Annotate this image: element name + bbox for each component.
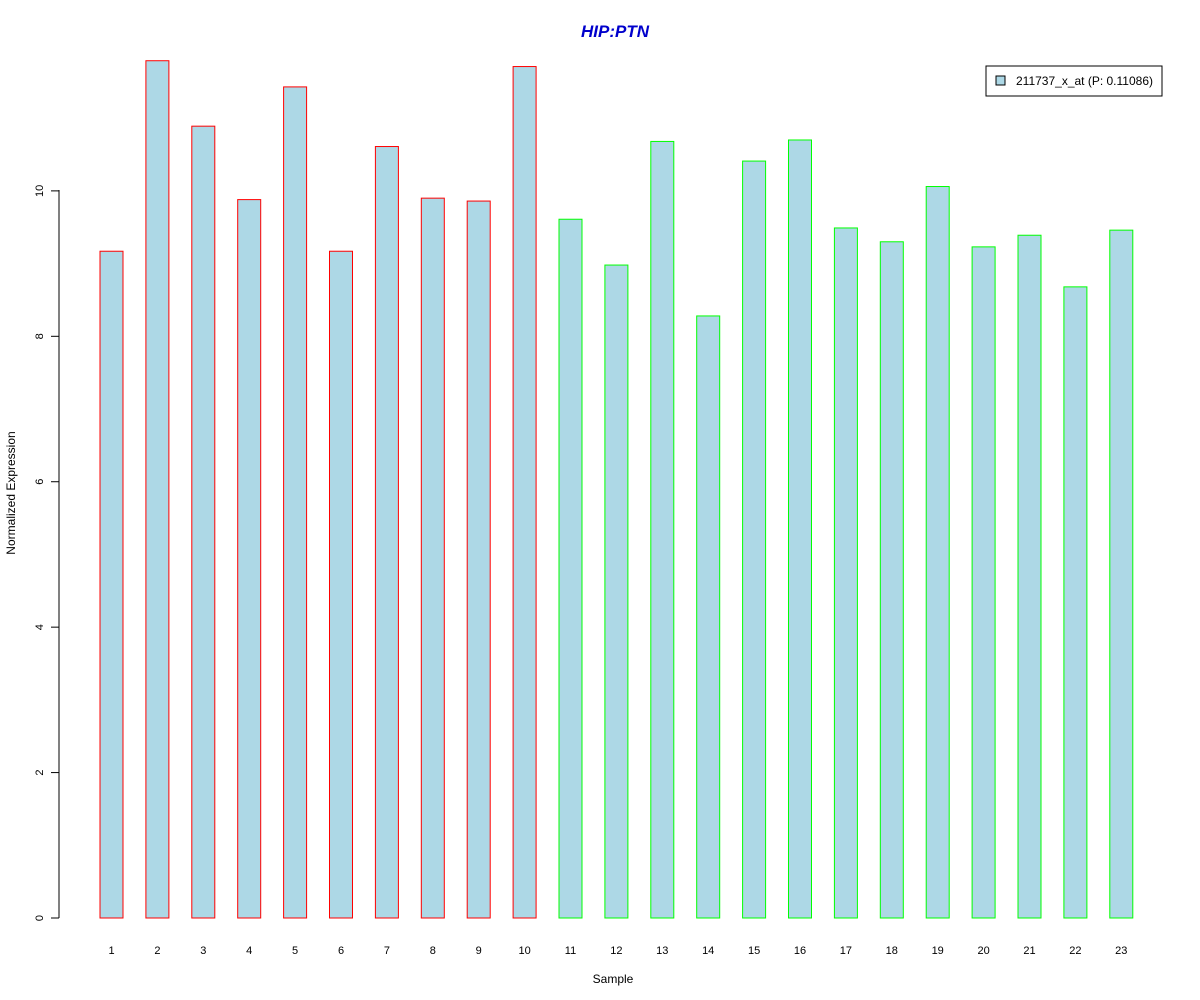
y-tick-label: 6 — [34, 479, 46, 485]
x-tick-label: 20 — [977, 945, 989, 957]
x-tick-label: 3 — [200, 945, 206, 957]
bar-sample-7 — [374, 146, 399, 919]
x-tick-label: 17 — [840, 945, 852, 957]
x-tick-label: 4 — [246, 945, 252, 957]
x-tick-label: 11 — [565, 945, 576, 957]
bar-sample-10 — [512, 66, 537, 919]
bar-sample-13 — [650, 140, 675, 919]
bar-sample-17 — [833, 227, 858, 919]
bar-sample-22 — [1063, 286, 1088, 919]
x-tick-label: 21 — [1023, 945, 1035, 957]
y-axis-ticks: 0 2 4 6 8 10 — [34, 185, 59, 921]
bar-sample-20 — [971, 246, 996, 919]
bar-sample-2 — [145, 60, 170, 919]
x-tick-label: 13 — [656, 945, 668, 957]
x-axis-title: Sample — [593, 972, 634, 986]
y-tick-label: 0 — [34, 915, 46, 921]
bar-sample-11 — [558, 218, 583, 919]
x-tick-label: 22 — [1069, 945, 1081, 957]
bar-sample-21 — [1017, 234, 1042, 919]
y-axis-title: Normalized Expression — [4, 431, 18, 554]
x-tick-label: 6 — [338, 945, 344, 957]
y-tick-label: 8 — [34, 333, 46, 339]
x-tick-label: 16 — [794, 945, 806, 957]
x-tick-label: 10 — [518, 945, 530, 957]
bars — [99, 60, 1134, 919]
x-tick-label: 5 — [292, 945, 298, 957]
x-tick-label: 15 — [748, 945, 760, 957]
bar-sample-15 — [742, 160, 767, 919]
x-tick-label: 12 — [610, 945, 622, 957]
x-tick-label: 7 — [384, 945, 390, 957]
bar-sample-23 — [1109, 229, 1134, 919]
chart-title: HIP:PTN — [581, 22, 650, 41]
bar-sample-5 — [283, 86, 308, 919]
x-tick-label: 8 — [430, 945, 436, 957]
x-tick-label: 1 — [108, 945, 114, 957]
legend-label: 211737_x_at (P: 0.11086) — [1016, 74, 1153, 88]
y-tick-label: 10 — [34, 185, 46, 197]
bar-sample-8 — [420, 197, 445, 919]
x-axis-tick-labels: 1 2 3 4 5 6 7 8 9 10 11 12 13 14 15 16 17 18 19 20 21 22 23 — [108, 945, 1127, 957]
bar-sample-9 — [466, 200, 491, 919]
bar-sample-12 — [604, 264, 629, 919]
bar-sample-3 — [191, 125, 216, 919]
bar-sample-19 — [925, 186, 950, 919]
legend-box — [985, 65, 1163, 97]
x-tick-label: 18 — [886, 945, 898, 957]
bar-sample-18 — [879, 241, 904, 919]
x-tick-label: 14 — [702, 945, 714, 957]
bar-sample-14 — [696, 315, 721, 919]
bar-sample-4 — [237, 199, 262, 919]
x-tick-label: 19 — [932, 945, 944, 957]
x-tick-label: 2 — [154, 945, 160, 957]
bar-sample-6 — [329, 250, 353, 919]
bar-sample-16 — [788, 139, 812, 919]
bar-sample-1 — [99, 250, 124, 919]
x-tick-label: 9 — [476, 945, 482, 957]
x-tick-label: 23 — [1115, 945, 1127, 957]
y-tick-label: 2 — [34, 770, 46, 776]
y-tick-label: 4 — [34, 624, 46, 630]
legend: 211737_x_at (P: 0.11086) — [985, 65, 1163, 97]
legend-swatch — [995, 75, 1006, 86]
